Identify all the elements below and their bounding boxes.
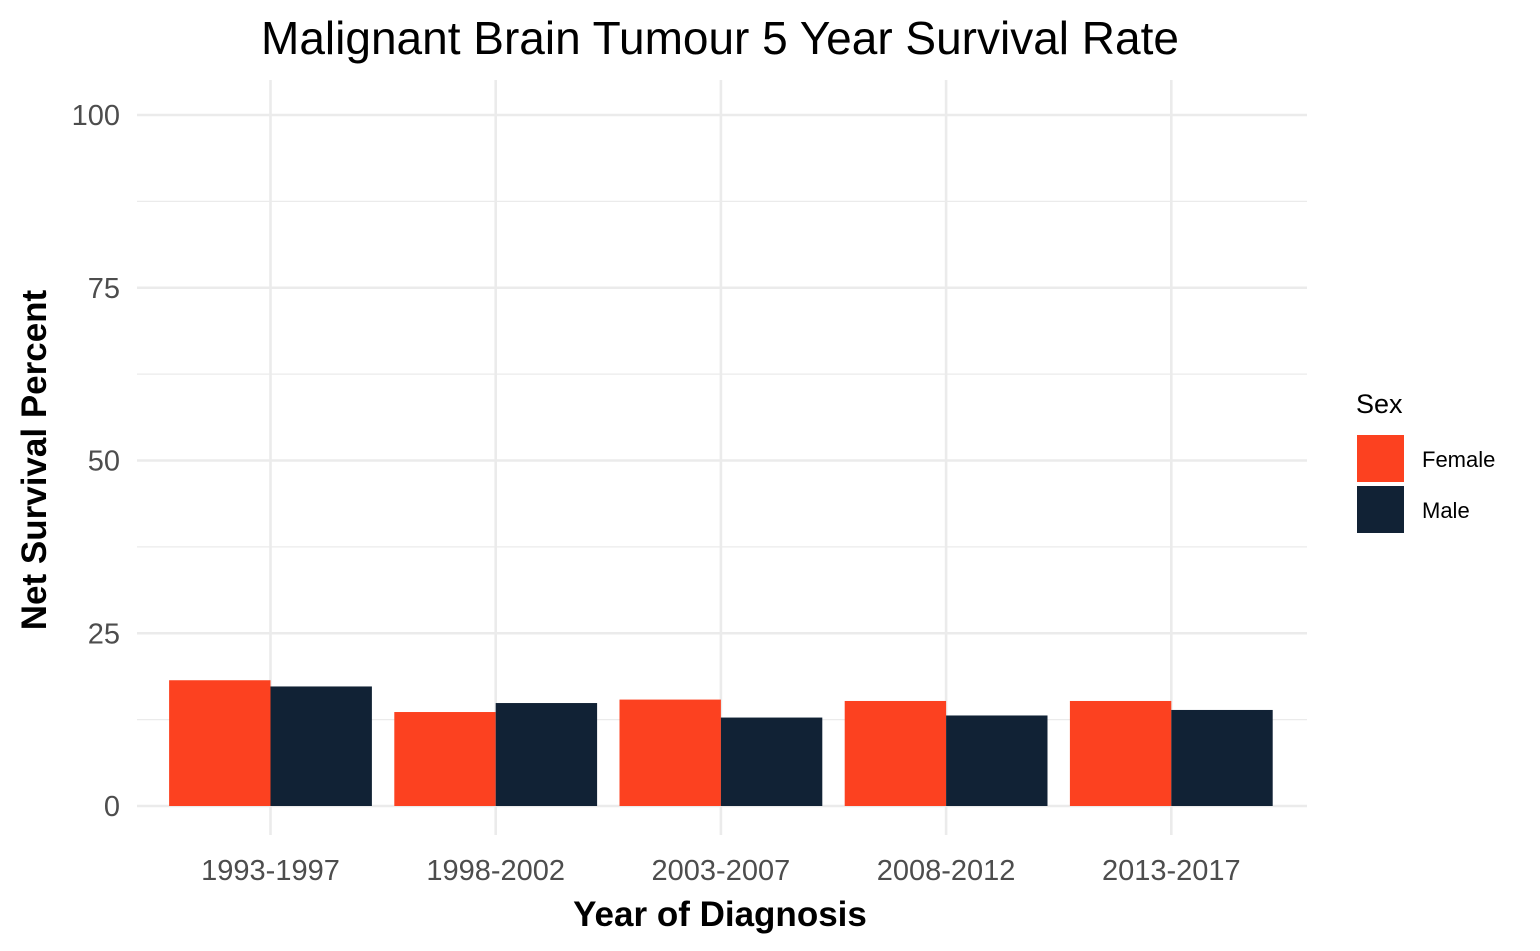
x-tick-label: 2003-2007	[652, 855, 791, 887]
y-tick-label: 0	[104, 791, 120, 823]
y-tick-label: 25	[88, 618, 120, 650]
x-tick-label: 1993-1997	[201, 855, 340, 887]
bar-male-2008-2012	[946, 715, 1048, 806]
y-axis-ticks: 0 25 50 75 100	[72, 100, 120, 823]
chart-title: Malignant Brain Tumour 5 Year Survival R…	[261, 12, 1179, 64]
bar-male-1993-1997	[270, 686, 372, 806]
legend-swatch-female	[1357, 435, 1404, 482]
legend-label-male: Male	[1422, 498, 1470, 523]
legend-swatch-male	[1357, 486, 1404, 533]
y-tick-label: 100	[72, 100, 120, 132]
x-axis-ticks: 1993-1997 1998-2002 2003-2007 2008-2012 2013…	[201, 855, 1240, 887]
x-tick-label: 2008-2012	[877, 855, 1016, 887]
bar-female-2013-2017	[1069, 700, 1172, 806]
y-tick-label: 75	[88, 273, 120, 305]
bars	[169, 680, 1273, 806]
y-tick-label: 50	[88, 446, 120, 478]
bar-male-2013-2017	[1171, 709, 1273, 806]
bar-female-1993-1997	[169, 680, 271, 806]
bar-female-2008-2012	[844, 700, 947, 806]
bar-female-1998-2002	[394, 712, 496, 806]
bar-male-2003-2007	[720, 717, 823, 806]
bar-female-2003-2007	[619, 699, 721, 806]
legend-title: Sex	[1356, 389, 1403, 419]
x-axis-title: Year of Diagnosis	[573, 895, 867, 934]
legend-label-female: Female	[1422, 447, 1495, 472]
legend: Sex Female Male	[1356, 389, 1495, 533]
x-tick-label: 1998-2002	[426, 855, 565, 887]
y-axis-title: Net Survival Percent	[15, 289, 54, 630]
bar-male-1998-2002	[495, 703, 598, 806]
x-tick-label: 2013-2017	[1102, 855, 1241, 887]
